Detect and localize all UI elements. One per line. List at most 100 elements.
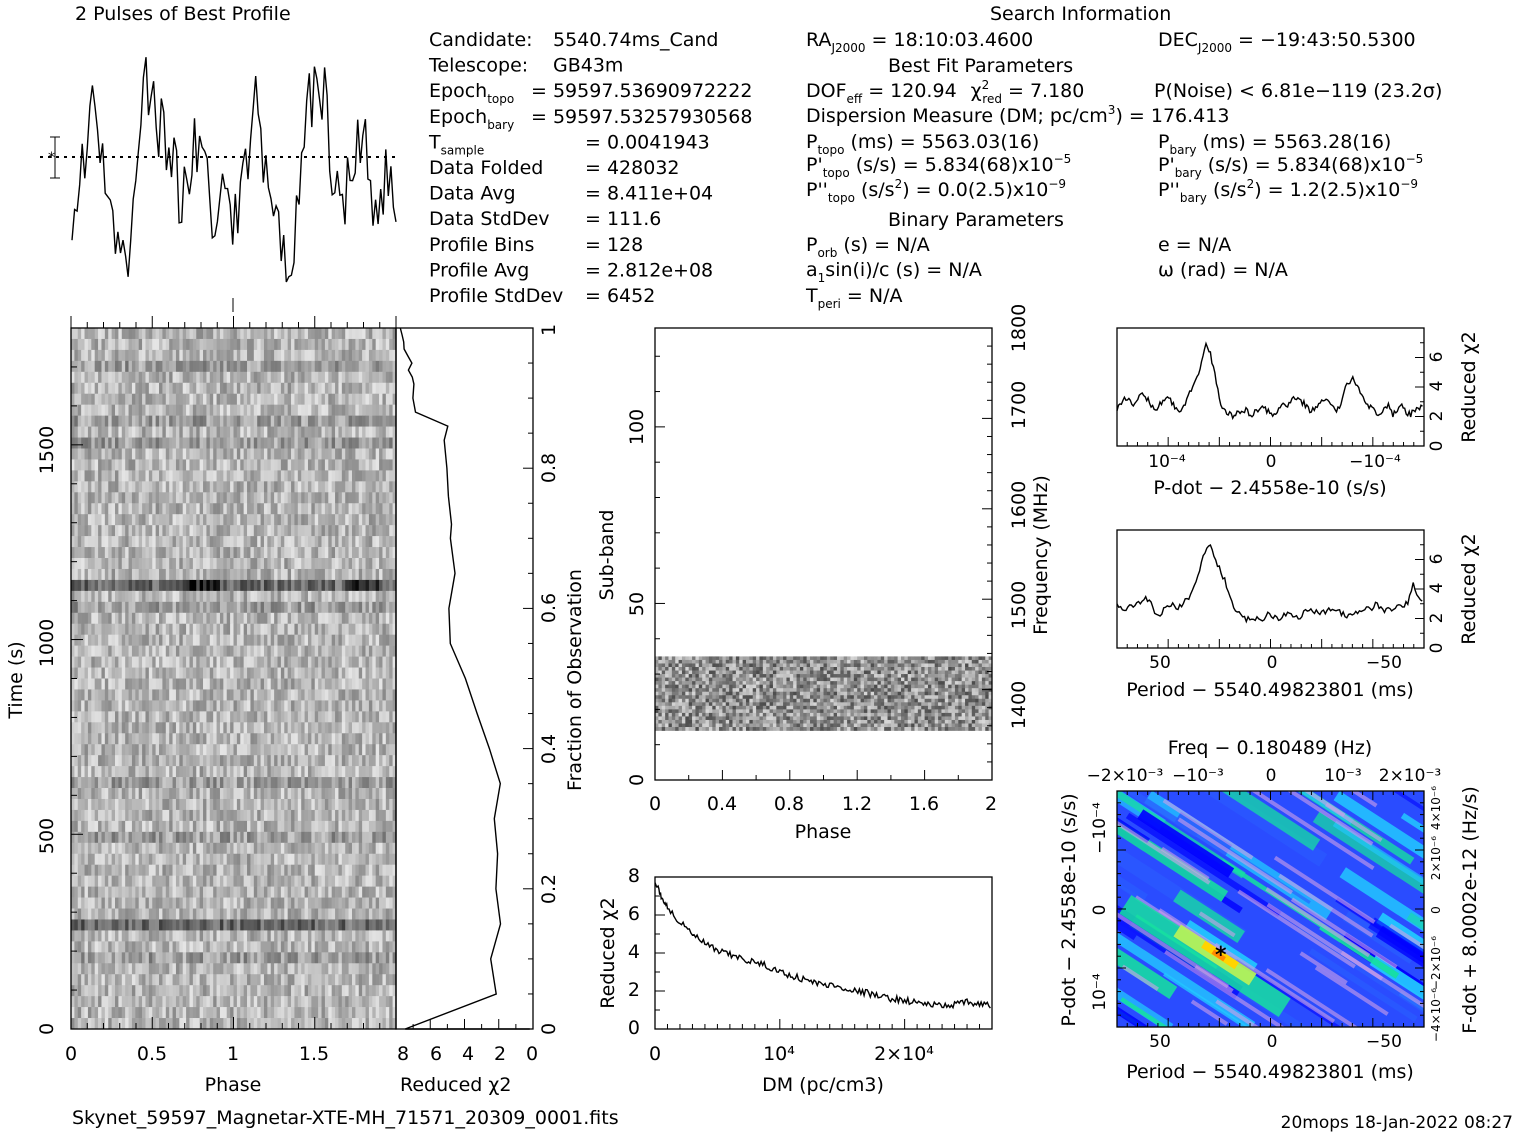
tp-cell (111, 678, 116, 690)
tp-cell (287, 700, 292, 712)
tp-cell (372, 590, 376, 603)
tp-cell (253, 470, 258, 482)
tp-cell (101, 514, 106, 526)
tp-cell (179, 601, 184, 614)
tp-cell (172, 536, 177, 548)
tp-cell (277, 612, 282, 625)
tp-cell (189, 525, 194, 537)
tp-cell (125, 875, 129, 887)
tp-cell (91, 338, 95, 351)
tp-cell (372, 349, 376, 362)
tp-cell (297, 371, 302, 384)
tp-cell (179, 590, 184, 603)
tp-cell (311, 744, 316, 756)
tp-cell (159, 886, 163, 898)
tp-cell (162, 886, 167, 898)
tp-cell (291, 514, 295, 526)
tp-cell (148, 536, 153, 548)
tp-cell (280, 831, 285, 844)
param-value-1: GB43m (553, 55, 623, 77)
tp-cell (142, 404, 146, 416)
param-value-5: = 428032 (585, 157, 680, 179)
tp-cell (162, 579, 167, 592)
tp-cell (236, 700, 241, 712)
tp-cell (284, 623, 288, 635)
tp-cell (247, 766, 251, 778)
tp-cell (280, 568, 285, 581)
tp-cell (121, 656, 126, 668)
tp-cell (368, 426, 373, 438)
tp-cell (250, 875, 255, 887)
tp-cell (291, 415, 295, 427)
tp-cell (155, 777, 160, 789)
tp-cell (121, 733, 126, 745)
tp-cell (226, 328, 231, 340)
tp-cell (74, 755, 79, 767)
tp-cell (362, 656, 366, 668)
tp-cell (98, 536, 102, 548)
tp-cell (219, 689, 224, 701)
tp-cell (257, 536, 261, 548)
tp-cell (348, 798, 353, 811)
tp-cell (365, 656, 370, 668)
tp-cell (81, 755, 85, 767)
tp-cell (274, 382, 278, 395)
tp-cell (125, 404, 129, 416)
tp-cell (385, 711, 390, 723)
tp-cell (280, 547, 285, 559)
tp-cell (87, 689, 92, 701)
tp-cell (108, 579, 112, 592)
tp-cell (236, 842, 241, 855)
tp-cell (91, 744, 95, 756)
tp-cell (189, 820, 194, 833)
tp-cell (206, 448, 211, 460)
tp-cell (115, 875, 119, 887)
tp-cell (311, 722, 316, 734)
tp-cell (155, 382, 160, 395)
tp-cell (209, 733, 214, 745)
tp-cell (297, 568, 302, 581)
tp-cell (358, 875, 363, 887)
tp-cell (104, 667, 109, 679)
tp-cell (291, 809, 295, 822)
tp-cell (81, 492, 85, 504)
tp-cell (392, 338, 397, 351)
tp-cell (182, 448, 187, 460)
tp-cell (274, 536, 278, 548)
tp-cell (159, 558, 163, 570)
tp-cell (81, 809, 85, 822)
tp-cell (250, 481, 255, 493)
tp-cell (311, 492, 316, 504)
tp-cell (145, 853, 150, 865)
tp-cell (145, 886, 150, 898)
tp-cell (128, 864, 133, 876)
tp-cell (379, 689, 383, 701)
tp-cell (392, 601, 397, 614)
tp-cell (341, 393, 346, 405)
tp-cell (311, 558, 316, 570)
tp-cell (328, 536, 332, 548)
tp-cell (291, 678, 295, 690)
tp-cell (87, 590, 92, 603)
tp-cell (335, 579, 339, 592)
tp-cell (260, 525, 265, 537)
tp-cell (199, 481, 204, 493)
tp-cell (159, 634, 163, 646)
tp-cell (74, 328, 79, 340)
tp-cell (260, 371, 265, 384)
tp-cell (348, 349, 353, 362)
tp-cell (192, 831, 197, 844)
tp-cell (115, 612, 119, 625)
tp-cell (314, 558, 319, 570)
tp-cell (355, 481, 360, 493)
tp-cell (84, 579, 89, 592)
tp-cell (206, 382, 211, 395)
tp-cell (145, 470, 150, 482)
tp-cell (382, 470, 387, 482)
tp-cell (270, 514, 275, 526)
tp-cell (162, 338, 167, 351)
tp-cell (179, 831, 184, 844)
tp-cell (297, 415, 302, 427)
tp-cell (169, 601, 173, 614)
tp-cell (189, 547, 194, 559)
